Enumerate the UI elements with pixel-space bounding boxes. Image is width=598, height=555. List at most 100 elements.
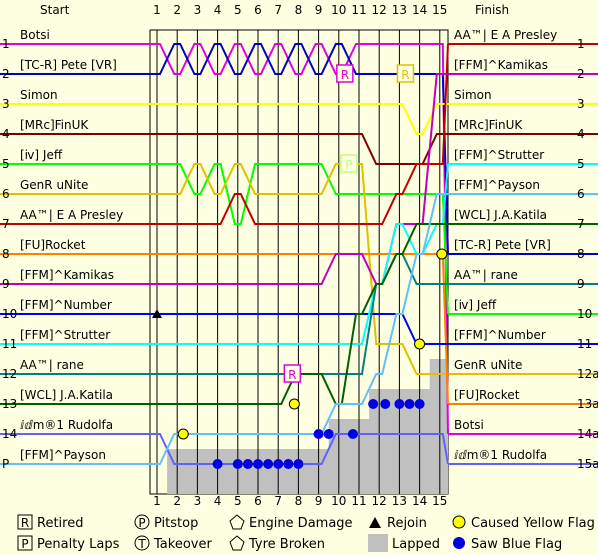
start-position-label: 7: [2, 217, 10, 231]
retired-marker-label: R: [341, 68, 349, 82]
pitstop-marker-label: P: [345, 158, 352, 172]
legend-label: Tyre Broken: [248, 537, 325, 552]
blue-flag-marker: [293, 459, 304, 469]
finish-position-label: 12a: [577, 367, 598, 381]
blue-flag-marker: [242, 459, 253, 469]
retired-marker-label: R: [401, 68, 409, 82]
start-position-label: P: [2, 457, 9, 471]
legend-label: Rejoin: [387, 516, 427, 531]
driver-line: [150, 133, 448, 165]
blue-flag-marker: [273, 459, 284, 469]
start-position-label: 12: [2, 367, 17, 381]
lap-tick-label-bottom: 15: [432, 494, 447, 508]
lap-tick-label-top: 5: [234, 3, 242, 17]
finish-driver-label: [FFM]^Kamikas: [454, 58, 548, 72]
start-driver-label: [FFM]^Payson: [20, 448, 106, 462]
finish-position-label: 13a: [577, 397, 598, 411]
blue-flag-marker: [347, 429, 358, 439]
lap-tick-label-top: 13: [392, 3, 407, 17]
blue-flag-marker: [414, 399, 425, 409]
legend-symbol-letter: T: [137, 537, 146, 551]
finish-position-label: 3: [577, 97, 585, 111]
start-position-label: 1: [2, 37, 10, 51]
lap-tick-label-top: 2: [173, 3, 181, 17]
driver-line: [150, 163, 448, 375]
yellow-flag-marker: [436, 248, 448, 260]
finish-position-label: 10: [577, 307, 592, 321]
finish-driver-label: GenR uNite: [454, 358, 522, 372]
blue-flag-marker: [263, 459, 274, 469]
start-driver-label: AA™| E A Presley: [20, 208, 123, 222]
lap-tick-label-bottom: 3: [194, 494, 202, 508]
legend-symbol: [134, 535, 150, 551]
lap-tick-label-top: 12: [372, 3, 387, 17]
lap-tick-label-bottom: 14: [412, 494, 427, 508]
start-position-label: 6: [2, 187, 10, 201]
start-header: Start: [40, 3, 70, 17]
pitstop-marker-box: [340, 154, 358, 173]
start-position-label: 11: [2, 337, 17, 351]
start-driver-label: GenR uNite: [20, 178, 88, 192]
lap-tick-label-bottom: 9: [315, 494, 323, 508]
start-position-label: 14: [2, 427, 17, 441]
lap-tick-label-top: 15: [432, 3, 447, 17]
start-driver-label: [TC-R] Pete [VR]: [20, 58, 117, 72]
blue-flag-marker: [212, 459, 223, 469]
retired-marker-box: [283, 364, 302, 383]
blue-flag-marker: [380, 399, 391, 409]
legend-symbol: [229, 514, 245, 530]
start-driver-label: Botsi: [20, 28, 50, 42]
lap-tick-label-bottom: 8: [295, 494, 303, 508]
lap-tick-label-top: 9: [315, 3, 323, 17]
finish-driver-label: [WCL] J.A.Katila: [454, 208, 547, 222]
finish-header: Finish: [475, 3, 509, 17]
finish-position-label: 4: [577, 127, 585, 141]
lap-tick-label-top: 3: [194, 3, 202, 17]
finish-driver-label: Simon: [454, 88, 492, 102]
lap-tick-label-top: 1: [153, 3, 161, 17]
finish-driver-label: [FFM]^Payson: [454, 178, 540, 192]
blue-flag-marker: [232, 459, 243, 469]
driver-line: [150, 103, 448, 135]
finish-driver-label: AA™| E A Presley: [454, 28, 557, 42]
lap-tick-label-top: 4: [214, 3, 222, 17]
lap-tick-label-bottom: 13: [392, 494, 407, 508]
lap-gridlines: [156, 30, 441, 494]
finish-driver-label: Botsi: [454, 418, 484, 432]
start-position-label: 3: [2, 97, 10, 111]
finish-driver-label: [FFM]^Number: [454, 328, 546, 342]
legend-symbol: [452, 515, 466, 529]
legend-symbol-letter: R: [21, 516, 29, 530]
legend-symbol-letter: P: [21, 537, 28, 551]
lap-tick-label-bottom: 11: [351, 494, 366, 508]
finish-driver-label: [TC-R] Pete [VR]: [454, 238, 551, 252]
finish-position-label: 7: [577, 217, 585, 231]
finish-driver-label: [FFM]^Strutter: [454, 148, 544, 162]
start-position-label: 13: [2, 397, 17, 411]
finish-driver-label: [ⅳ] Jeff: [454, 298, 497, 312]
legend-label: Pitstop: [154, 516, 198, 531]
legend-symbol: [134, 514, 150, 530]
lap-tick-label-bottom: 2: [173, 494, 181, 508]
legend-label: Takeover: [153, 537, 212, 552]
finish-driver-label: AA™| rane: [454, 268, 518, 282]
finish-position-label: 1: [577, 37, 585, 51]
legend-label: Caused Yellow Flag: [471, 516, 595, 531]
driver-lines: [0, 43, 598, 465]
lap-tick-label-top: 7: [274, 3, 282, 17]
lap-tick-label-top: 8: [295, 3, 303, 17]
lap-tick-label-top: 14: [412, 3, 427, 17]
driver-line: [150, 193, 448, 465]
finish-driver-label: ⅈⅆm®1 Rudolfa: [454, 448, 547, 462]
lap-tick-label-top: 6: [254, 3, 262, 17]
legend-label: Lapped: [392, 537, 440, 552]
event-markers: R R R P: [152, 64, 448, 469]
legend: R Retired P Pitstop Engine Damage Rejoin Cause…: [17, 514, 595, 552]
start-driver-label: [MRc]FinUK: [20, 118, 89, 132]
yellow-flag-marker: [414, 338, 426, 350]
start-position-label: 4: [2, 127, 10, 141]
finish-position-label: 11: [577, 337, 592, 351]
start-driver-label: AA™| rane: [20, 358, 84, 372]
driver-line: [150, 43, 449, 435]
